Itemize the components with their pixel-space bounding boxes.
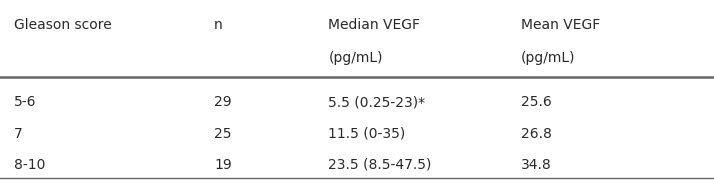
Text: 25: 25	[214, 127, 232, 141]
Text: 5-6: 5-6	[14, 96, 37, 109]
Text: 25.6: 25.6	[521, 96, 552, 109]
Text: 7: 7	[14, 127, 23, 141]
Text: (pg/mL): (pg/mL)	[521, 51, 575, 65]
Text: 11.5 (0-35): 11.5 (0-35)	[328, 127, 406, 141]
Text: 8-10: 8-10	[14, 158, 46, 172]
Text: 23.5 (8.5-47.5): 23.5 (8.5-47.5)	[328, 158, 432, 172]
Text: 29: 29	[214, 96, 232, 109]
Text: 5.5 (0.25-23)*: 5.5 (0.25-23)*	[328, 96, 426, 109]
Text: Median VEGF: Median VEGF	[328, 18, 421, 32]
Text: 19: 19	[214, 158, 232, 172]
Text: 26.8: 26.8	[521, 127, 552, 141]
Text: n: n	[214, 18, 223, 32]
Text: Mean VEGF: Mean VEGF	[521, 18, 600, 32]
Text: Gleason score: Gleason score	[14, 18, 112, 32]
Text: 34.8: 34.8	[521, 158, 552, 172]
Text: (pg/mL): (pg/mL)	[328, 51, 383, 65]
